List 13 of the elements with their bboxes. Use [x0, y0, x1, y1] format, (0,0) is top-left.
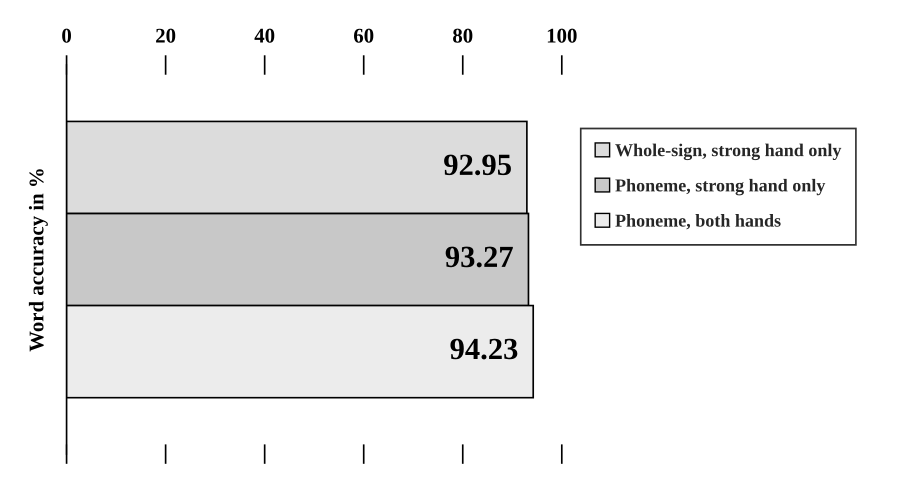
data-label: 92.95 [444, 154, 511, 176]
x-tick-label: 0 [62, 28, 71, 43]
x-tick-label: 100 [548, 28, 577, 43]
x-tick-label: 40 [254, 28, 274, 43]
data-label: 94.23 [450, 338, 518, 360]
x-tick-label: 20 [156, 28, 176, 43]
data-label: 93.27 [446, 246, 513, 268]
legend-label: Whole-sign, strong hand only [615, 144, 842, 160]
legend-label: Phoneme, both hands [615, 214, 781, 230]
legend-label: Phoneme, strong hand only [615, 178, 826, 196]
x-tick-label: 60 [354, 28, 374, 43]
x-tick-label: 80 [453, 28, 472, 43]
y-axis-title: Word accuracy in % [28, 169, 48, 352]
